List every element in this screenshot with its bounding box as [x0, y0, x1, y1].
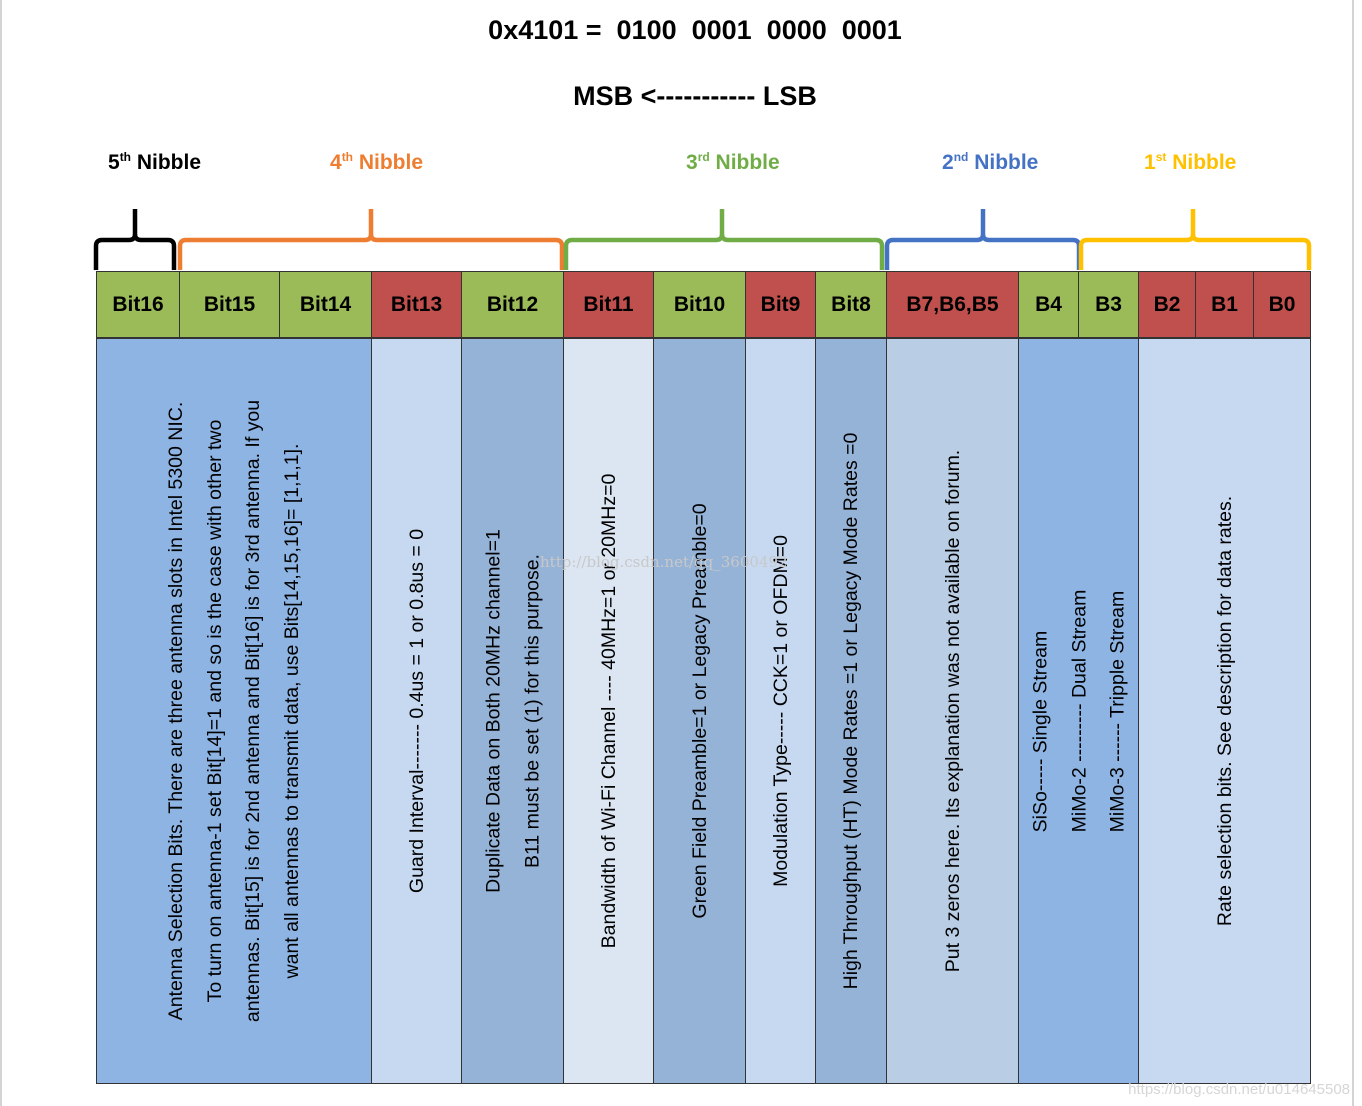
bit-header-b0: B0: [1253, 271, 1311, 338]
nibble-ordinal: 1: [1144, 151, 1156, 174]
throughput-text: High Throughput (HT) Mode Rates =1 or Le…: [832, 433, 871, 990]
description-line: Put 3 zeros here. Its explanation was no…: [941, 449, 964, 973]
description-line: SiSo----- Single Stream: [1028, 630, 1051, 833]
duplicate-data-cell: Duplicate Data on Both 20MHz channel=1 B…: [461, 338, 564, 1084]
msb-lsb-direction: MSB <----------- LSB: [573, 81, 817, 111]
nibble-3-brace: [563, 209, 885, 270]
description-line: antennas. Bit[15] is for 2nd antenna and…: [242, 399, 264, 1023]
bit-header-b1: B1: [1195, 271, 1254, 338]
modulation-text: Modulation Type----- CCK=1 or OFDM=0: [761, 535, 800, 887]
description-line: Modulation Type----- CCK=1 or OFDM=0: [769, 535, 792, 887]
description-line: B11 must be set (1) for this purpose.: [520, 554, 543, 868]
nibble-word: Nibble: [131, 151, 202, 174]
nibble-suffix: nd: [953, 150, 969, 164]
reserved-zeros-cell: Put 3 zeros here. Its explanation was no…: [886, 338, 1019, 1084]
bit-label: B4: [1035, 292, 1062, 316]
nibble-2-brace: [884, 209, 1082, 270]
nibble-braces: [93, 209, 1312, 270]
nibble-label-2: 2nd Nibble: [942, 150, 1038, 175]
bit-header-b2: B2: [1138, 271, 1196, 338]
bit-label: B3: [1095, 292, 1122, 316]
bit-label: B1: [1211, 292, 1238, 316]
throughput-cell: High Throughput (HT) Mode Rates =1 or Le…: [815, 338, 887, 1084]
corner-watermark: https://blog.csdn.net/u014645508: [1128, 1081, 1350, 1098]
bit-label: Bit8: [831, 292, 871, 316]
bandwidth-cell: Bandwidth of Wi-Fi Channel ---- 40MHz=1 …: [563, 338, 654, 1084]
description-line: Guard Interval------- 0.4us = 1 or 0.8us…: [405, 528, 428, 894]
nibble-label-5: 5th Nibble: [108, 150, 201, 175]
description-line: Duplicate Data on Both 20MHz channel=1: [482, 529, 504, 893]
bit-header-bit9: Bit9: [745, 271, 816, 338]
bit-label: Bit11: [583, 292, 634, 316]
bit-label: Bit14: [299, 292, 352, 316]
description-line: Rate selection bits. See description for…: [1213, 495, 1236, 927]
bit-header-bit15: Bit15: [179, 271, 280, 338]
nibble-label-4: 4th Nibble: [330, 150, 423, 175]
description-line: High Throughput (HT) Mode Rates =1 or Le…: [839, 432, 862, 990]
stream-mode-cell: SiSo----- Single Stream MiMo-2 ---------…: [1018, 338, 1139, 1084]
nibble-label-1: 1st Nibble: [1144, 150, 1236, 175]
nibble-ordinal: 3: [686, 151, 698, 174]
hex-value-title: 0x4101 = 0100 0001 0000 0001: [488, 15, 902, 45]
bit-label: B2: [1153, 292, 1181, 316]
antenna-selection-text: Antenna Selection Bits. There are three …: [157, 400, 311, 1022]
nibble-suffix: th: [341, 150, 354, 164]
stream-mode-text: SiSo----- Single Stream MiMo-2 ---------…: [1021, 590, 1137, 833]
bit-header-b4: B4: [1018, 271, 1079, 338]
nibble-suffix: rd: [697, 150, 710, 164]
page-left-edge: [0, 0, 2, 1106]
duplicate-data-text: Duplicate Data on Both 20MHz channel=1 B…: [474, 529, 551, 893]
bit-label: Bit12: [486, 292, 539, 316]
nibble-word: Nibble: [1166, 151, 1237, 174]
bit-header-bit11: Bit11: [563, 271, 654, 338]
rate-selection-cell: Rate selection bits. See description for…: [1138, 338, 1311, 1084]
antenna-selection-cell: Antenna Selection Bits. There are three …: [96, 338, 372, 1084]
nibble-word: Nibble: [709, 151, 780, 174]
bit-header-b7-b6-b5: B7,B6,B5: [886, 271, 1019, 338]
nibble-5-brace: [93, 209, 177, 270]
nibble-label-3: 3rd Nibble: [686, 150, 780, 175]
description-line: MiMo-3 ------ Tripple Stream: [1105, 590, 1128, 833]
description-line: want all antennas to transmit data, use …: [280, 443, 303, 979]
nibble-ordinal: 4: [330, 151, 342, 174]
center-watermark: http://blog.csdn.net/qq_3600492: [540, 553, 788, 571]
description-line: To turn on antenna-1 set Bit[14]=1 and s…: [203, 419, 226, 1003]
guard-interval-text: Guard Interval------- 0.4us = 1 or 0.8us…: [397, 529, 436, 893]
rate-selection-text: Rate selection bits. See description for…: [1205, 496, 1244, 926]
bit-header-bit13: Bit13: [371, 271, 462, 338]
bit-label: Bit15: [203, 292, 256, 316]
bit-label: B7,B6,B5: [906, 292, 999, 316]
bit-header-b3: B3: [1078, 271, 1139, 338]
description-line: Antenna Selection Bits. There are three …: [165, 401, 187, 1021]
bit-header-bit12: Bit12: [461, 271, 564, 338]
bandwidth-text: Bandwidth of Wi-Fi Channel ---- 40MHz=1 …: [589, 474, 628, 949]
bit-header-bit10: Bit10: [653, 271, 746, 338]
reserved-zeros-text: Put 3 zeros here. Its explanation was no…: [933, 450, 972, 972]
bit-label: Bit13: [390, 292, 443, 316]
bit-label: Bit16: [112, 292, 164, 316]
description-line: Bandwidth of Wi-Fi Channel ---- 40MHz=1 …: [597, 473, 620, 949]
bit-label: Bit9: [760, 292, 801, 316]
bit-label: Bit10: [673, 292, 726, 316]
preamble-cell: Green Field Preamble=1 or Legacy Preambl…: [653, 338, 746, 1084]
nibble-4-brace: [177, 209, 565, 270]
nibble-word: Nibble: [353, 151, 424, 174]
bit-label: B0: [1268, 292, 1296, 316]
page-right-edge: [1352, 0, 1354, 1106]
nibble-suffix: st: [1155, 150, 1167, 164]
nibble-ordinal: 5: [108, 151, 120, 174]
guard-interval-cell: Guard Interval------- 0.4us = 1 or 0.8us…: [371, 338, 462, 1084]
nibble-word: Nibble: [968, 151, 1039, 174]
bit-header-bit16: Bit16: [96, 271, 180, 338]
bit-header-bit14: Bit14: [279, 271, 372, 338]
modulation-cell: Modulation Type----- CCK=1 or OFDM=0: [745, 338, 816, 1084]
description-line: MiMo-2 --------- Dual Stream: [1067, 589, 1090, 833]
nibble-suffix: th: [119, 150, 132, 164]
nibble-ordinal: 2: [942, 151, 954, 174]
nibble-1-brace: [1078, 209, 1312, 270]
bit-header-bit8: Bit8: [815, 271, 887, 338]
